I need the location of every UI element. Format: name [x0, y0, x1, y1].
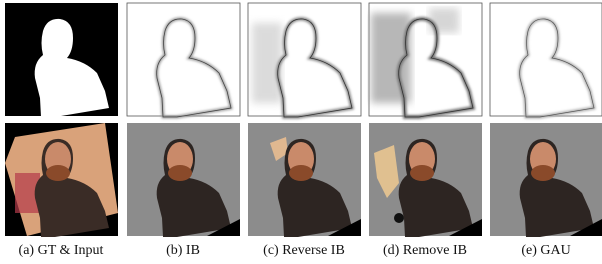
input-image — [5, 123, 118, 237]
gt-matte — [5, 3, 118, 117]
caption: (a) GT & Input — [19, 243, 104, 258]
caption: (c) Reverse IB — [263, 243, 345, 258]
remove-ib-map — [369, 3, 482, 117]
reverse-ib-map — [248, 3, 361, 117]
caption: (b) IB — [166, 243, 200, 258]
page: {"figure": {"captions": ["(a) GT & Input… — [0, 0, 602, 264]
ib-composite — [127, 123, 240, 237]
reverse-ib-composite — [248, 123, 361, 237]
caption: (d) Remove IB — [383, 243, 467, 258]
ib-map — [127, 3, 240, 117]
gau-map — [490, 3, 602, 117]
gau-composite — [490, 123, 602, 237]
caption: (e) GAU — [521, 243, 570, 258]
remove-ib-composite — [369, 123, 482, 237]
figure: (a) GT & Input (b) IB (c) Reverse IB (d)… — [0, 0, 602, 264]
